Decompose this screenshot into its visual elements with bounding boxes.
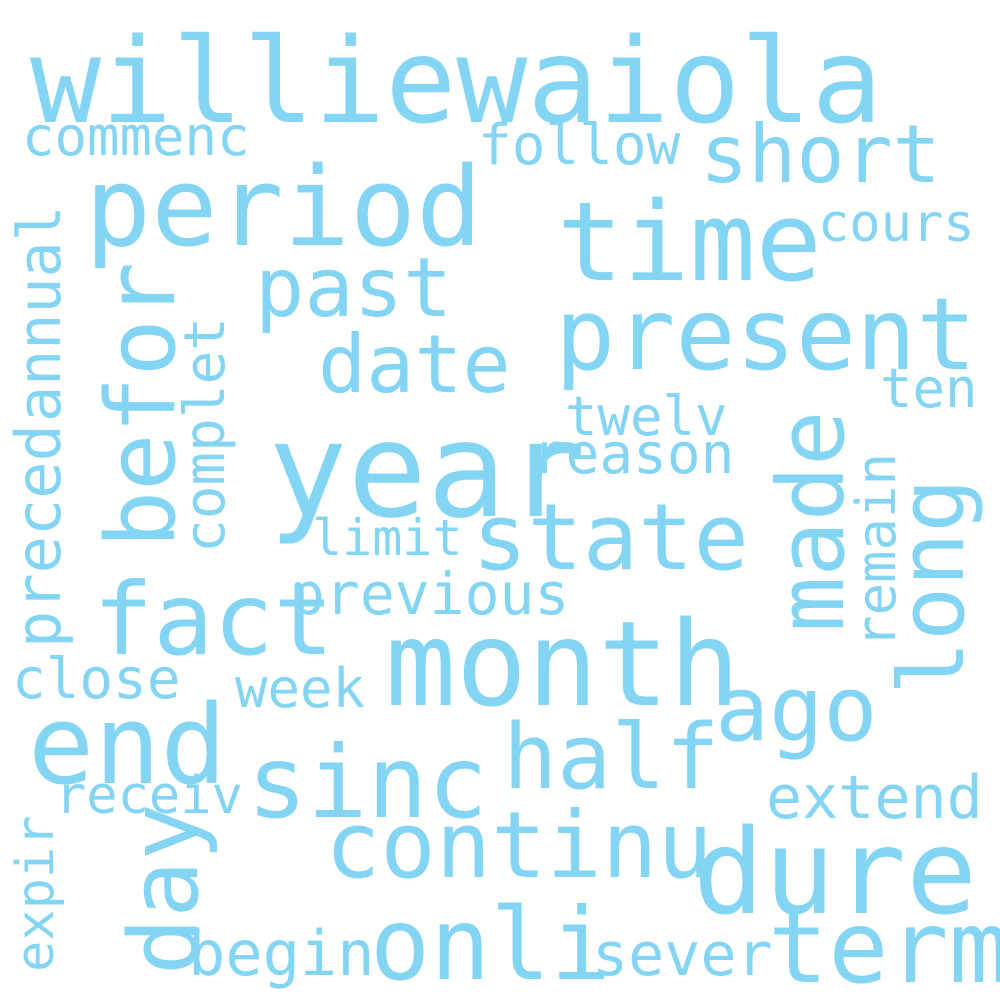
word-state: state [472, 484, 749, 591]
word-cours: cours [818, 194, 975, 254]
word-ten: ten [880, 357, 978, 420]
word-present: present [555, 276, 977, 393]
word-continu: continu [325, 792, 713, 899]
word-year: year [268, 394, 586, 548]
word-expir: expir [6, 815, 66, 972]
word-sinc: sinc [247, 724, 488, 841]
word-reason: reason [532, 422, 735, 487]
word-month: month [385, 595, 741, 733]
word-half: half [503, 705, 720, 810]
word-end: end [28, 681, 227, 809]
word-date: date [318, 318, 511, 411]
word-onli: onli [370, 886, 611, 1000]
word-dure: dure [693, 803, 978, 941]
word-receiv: receiv [55, 766, 243, 826]
word-sever: sever [592, 920, 773, 990]
word-williewaiola: williewaiola [30, 12, 883, 150]
word-past: past [255, 241, 453, 336]
word-follow: follow [478, 113, 681, 178]
word-fact: fact [93, 561, 334, 678]
word-commenc: commenc [22, 105, 250, 168]
word-week: week [235, 657, 366, 720]
word-begin: begin [188, 917, 375, 990]
word-previous: previous [290, 560, 570, 628]
word-preced: preced [2, 424, 75, 648]
word-short: short [700, 108, 941, 201]
word-term: term [768, 889, 1000, 1000]
word-annual: annual [5, 205, 75, 422]
word-twelv: twelv [565, 385, 728, 448]
word-close: close [12, 647, 181, 712]
word-ago: ago [715, 657, 878, 762]
word-long: long [880, 478, 985, 695]
word-time: time [557, 178, 822, 306]
word-extend: extend [766, 763, 983, 833]
word-complet: complet [173, 316, 238, 553]
word-period: period [85, 143, 483, 271]
word-limit: limit [312, 509, 463, 567]
